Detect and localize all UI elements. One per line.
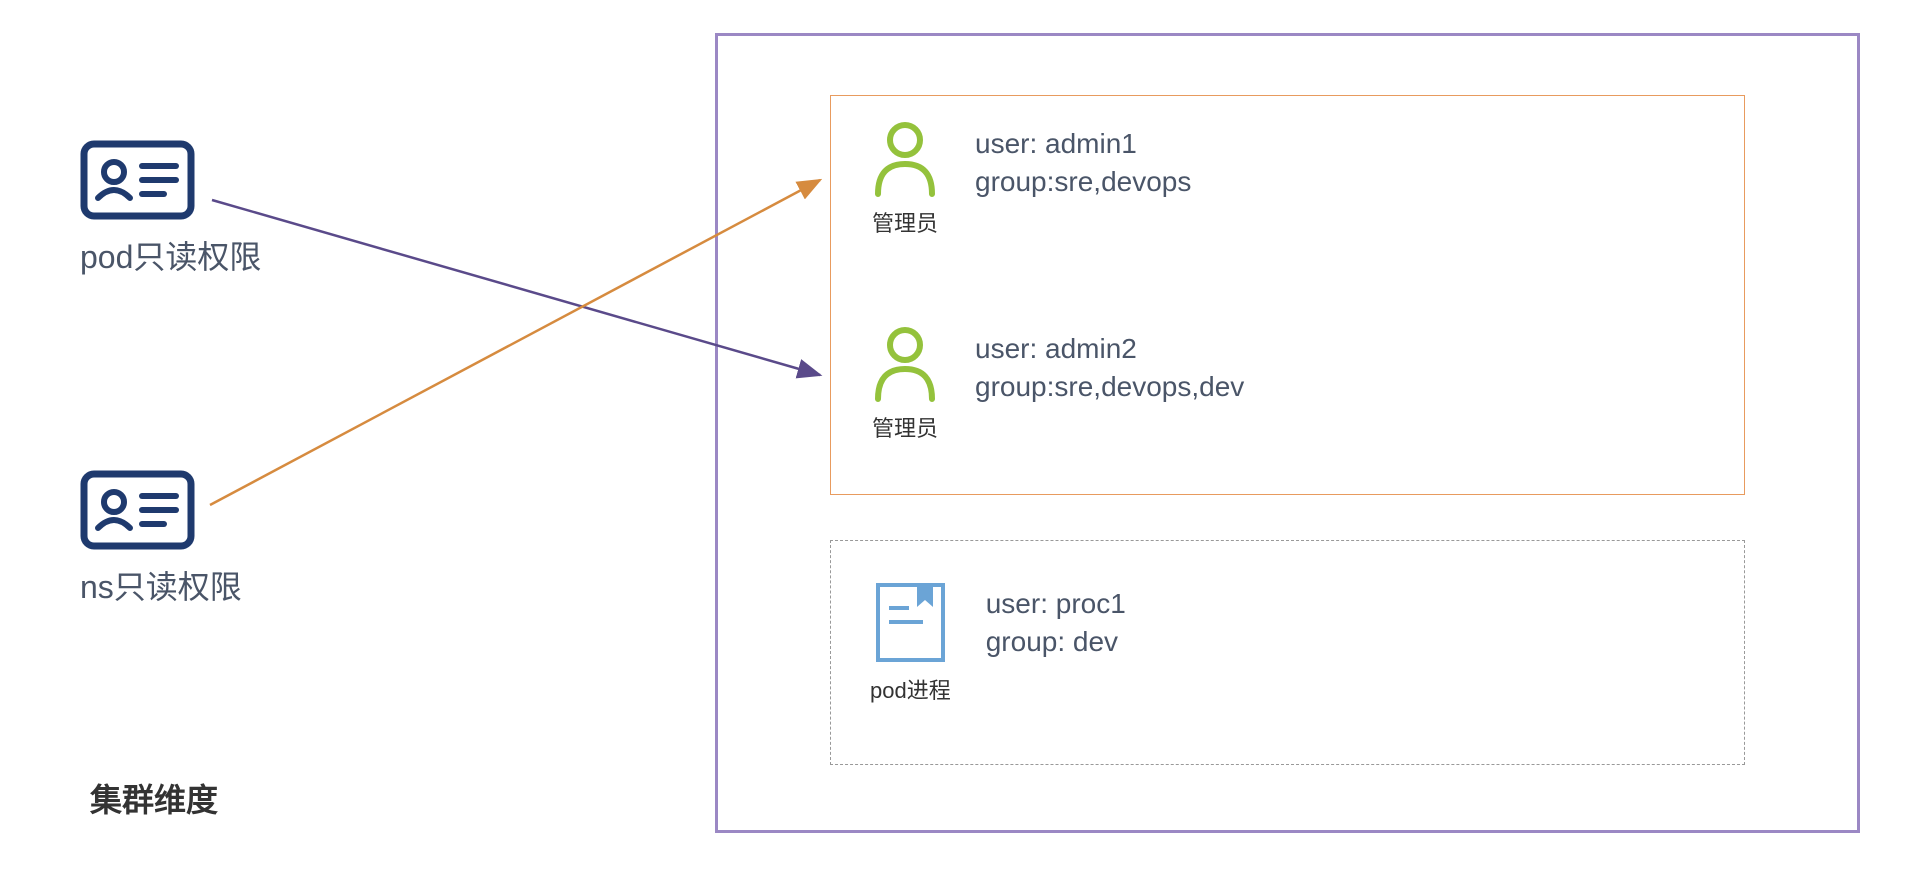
rbac-diagram: pod只读权限 ns只读权限 集群维度 管理员 user: admin1	[0, 0, 1920, 885]
left-item-ns-readonly: ns只读权限	[80, 470, 242, 608]
left-item-pod-readonly: pod只读权限	[80, 140, 261, 278]
admin-caption: 管理员	[872, 411, 938, 443]
user-line: user: admin1	[975, 128, 1191, 160]
admin-icon-block: 管理员	[870, 120, 940, 238]
admin-row-1: 管理员 user: admin1 group:sre,devops	[870, 120, 1191, 238]
proc-text: user: proc1 group: dev	[986, 580, 1126, 658]
group-line: group: dev	[986, 626, 1126, 658]
person-icon	[870, 120, 940, 198]
document-icon	[873, 580, 948, 665]
admin-row-2: 管理员 user: admin2 group:sre,devops,dev	[870, 325, 1244, 443]
left-item-label: ns只读权限	[80, 562, 242, 608]
person-icon	[870, 325, 940, 403]
admin-caption: 管理员	[872, 206, 938, 238]
proc-row: pod进程 user: proc1 group: dev	[870, 580, 1126, 705]
id-card-icon	[80, 140, 195, 220]
left-item-label: pod只读权限	[80, 232, 261, 278]
group-line: group:sre,devops,dev	[975, 371, 1244, 403]
proc-icon-block: pod进程	[870, 580, 951, 705]
admin-icon-block: 管理员	[870, 325, 940, 443]
group-line: group:sre,devops	[975, 166, 1191, 198]
user-line: user: proc1	[986, 588, 1126, 620]
admin-text: user: admin1 group:sre,devops	[975, 120, 1191, 198]
cluster-dimension-label: 集群维度	[90, 775, 218, 821]
admin-text: user: admin2 group:sre,devops,dev	[975, 325, 1244, 403]
proc-caption: pod进程	[870, 673, 951, 705]
id-card-icon	[80, 470, 195, 550]
user-line: user: admin2	[975, 333, 1244, 365]
